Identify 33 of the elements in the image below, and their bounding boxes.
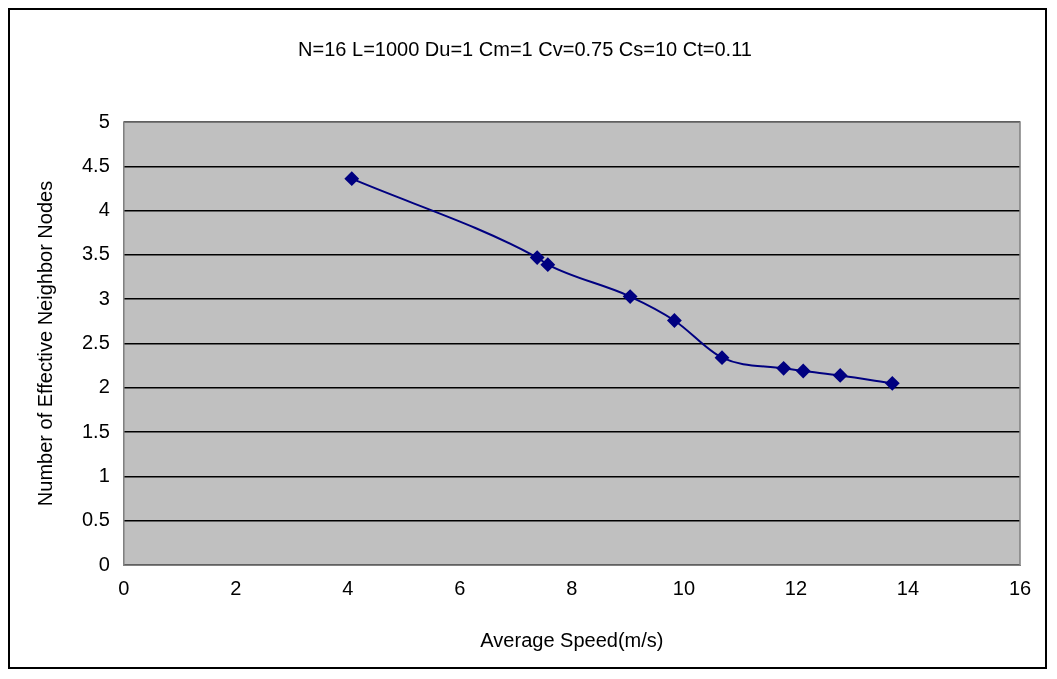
x-tick-label: 4	[342, 576, 354, 599]
x-tick-label: 8	[566, 576, 578, 599]
y-tick-label: 1	[98, 463, 110, 486]
point	[715, 350, 730, 365]
y-tick-label: 3.5	[81, 242, 110, 265]
point	[776, 361, 791, 376]
point	[667, 313, 682, 328]
x-tick-label: 10	[672, 576, 696, 599]
x-tick-label: 12	[784, 576, 808, 599]
chart-title: N=16 L=1000 Du=1 Cm=1 Cv=0.75 Cs=10 Ct=0.11	[298, 37, 752, 60]
point	[344, 171, 359, 186]
x-tick-label: 16	[1008, 576, 1032, 599]
point	[833, 368, 848, 383]
y-axis-title: Number of Effective Neighbor Nodes	[33, 180, 56, 507]
y-tick-label: 0	[98, 552, 110, 575]
point	[885, 376, 900, 391]
y-tick-label: 4	[98, 198, 110, 221]
point	[540, 257, 555, 272]
x-axis-title: Average Speed(m/s)	[480, 628, 664, 651]
y-tick-label: 2	[98, 375, 110, 398]
point	[623, 289, 638, 304]
y-tick-label: 4.5	[81, 153, 110, 176]
point	[796, 363, 811, 378]
x-tick-label: 2	[230, 576, 242, 599]
y-tick-label: 0.5	[81, 508, 110, 531]
y-tick-label: 1.5	[81, 419, 110, 442]
x-tick-label: 6	[454, 576, 466, 599]
y-tick-label: 5	[98, 109, 110, 132]
y-tick-label: 3	[98, 286, 110, 309]
point	[530, 250, 545, 265]
x-tick-label: 14	[896, 576, 920, 599]
y-tick-label: 2.5	[81, 331, 110, 354]
x-tick-label: 0	[118, 576, 130, 599]
